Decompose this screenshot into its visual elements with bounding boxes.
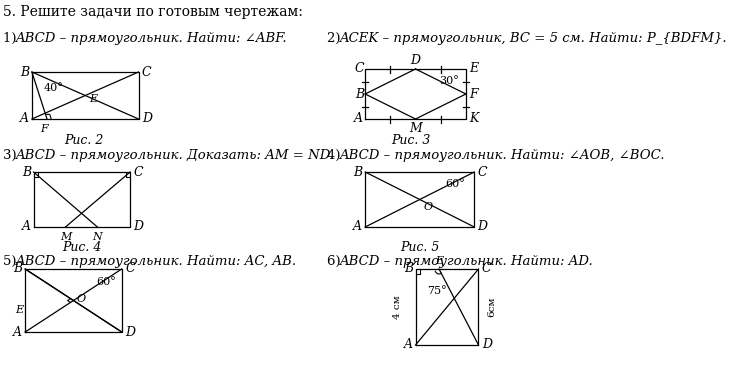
Text: Рис. 4: Рис. 4 [61,241,101,254]
Text: C: C [354,62,364,76]
Text: ABCD – прямоугольник. Доказать: AM = ND.: ABCD – прямоугольник. Доказать: AM = ND. [15,149,334,162]
Text: ABCD – прямоугольник. Найти: AC, AB.: ABCD – прямоугольник. Найти: AC, AB. [15,255,297,268]
Text: D: D [142,112,152,124]
Text: C: C [478,166,488,178]
Text: 6см: 6см [488,297,497,317]
Text: O: O [423,203,432,212]
Text: B: B [22,166,31,178]
Text: M: M [409,123,422,135]
Text: 75°: 75° [427,286,447,296]
Text: A: A [404,338,413,352]
Text: A: A [20,112,29,124]
Text: K: K [470,113,479,126]
Text: F: F [40,124,47,134]
Text: ABCD – прямоугольник. Найти: ∠AOB, ∠BOC.: ABCD – прямоугольник. Найти: ∠AOB, ∠BOC. [339,149,664,162]
Text: 4): 4) [327,149,345,162]
Text: B: B [354,166,363,178]
Text: A: A [22,221,31,233]
Text: D: D [125,326,135,338]
Text: Рис. 5: Рис. 5 [400,241,440,254]
Text: B: B [13,262,22,276]
Text: E: E [435,256,443,266]
Text: ABCD – прямоугольник. Найти: AD.: ABCD – прямоугольник. Найти: AD. [339,255,593,268]
Text: 5. Решите задачи по готовым чертежам:: 5. Решите задачи по готовым чертежам: [3,5,303,19]
Text: 4 см: 4 см [392,295,401,319]
Text: ABCD – прямоугольник. Найти: ∠ABF.: ABCD – прямоугольник. Найти: ∠ABF. [15,32,287,45]
Text: C: C [142,65,151,79]
Text: 60°: 60° [97,277,116,287]
Text: A: A [13,326,22,338]
Text: B: B [404,262,413,276]
Text: Рис. 3: Рис. 3 [392,134,431,147]
Text: C: C [482,262,491,276]
Text: Рис. 2: Рис. 2 [64,134,103,147]
Text: A: A [354,221,363,233]
Text: 1): 1) [3,32,21,45]
Text: E: E [470,62,479,76]
Text: D: D [482,338,492,352]
Text: 60°: 60° [446,179,465,189]
Text: 6): 6) [327,255,345,268]
Text: 30°: 30° [439,76,459,86]
Text: D: D [410,55,420,68]
Text: C: C [133,166,143,178]
Text: B: B [20,65,29,79]
Text: D: D [478,221,488,233]
Text: B: B [355,87,364,101]
Text: 3): 3) [3,149,21,162]
Text: E: E [15,305,23,315]
Text: D: D [133,221,144,233]
Text: M: M [60,232,71,242]
Text: F: F [470,87,478,101]
Text: A: A [354,113,363,126]
Text: ACEK – прямоугольник, BC = 5 см. Найти: P_{BDFM}.: ACEK – прямоугольник, BC = 5 см. Найти: … [339,32,727,45]
Text: E: E [89,94,97,103]
Text: 5): 5) [3,255,21,268]
Text: N: N [93,232,103,242]
Text: C: C [125,262,135,276]
Text: O: O [77,294,86,304]
Text: 2): 2) [327,32,345,45]
Text: 40°: 40° [43,83,64,93]
